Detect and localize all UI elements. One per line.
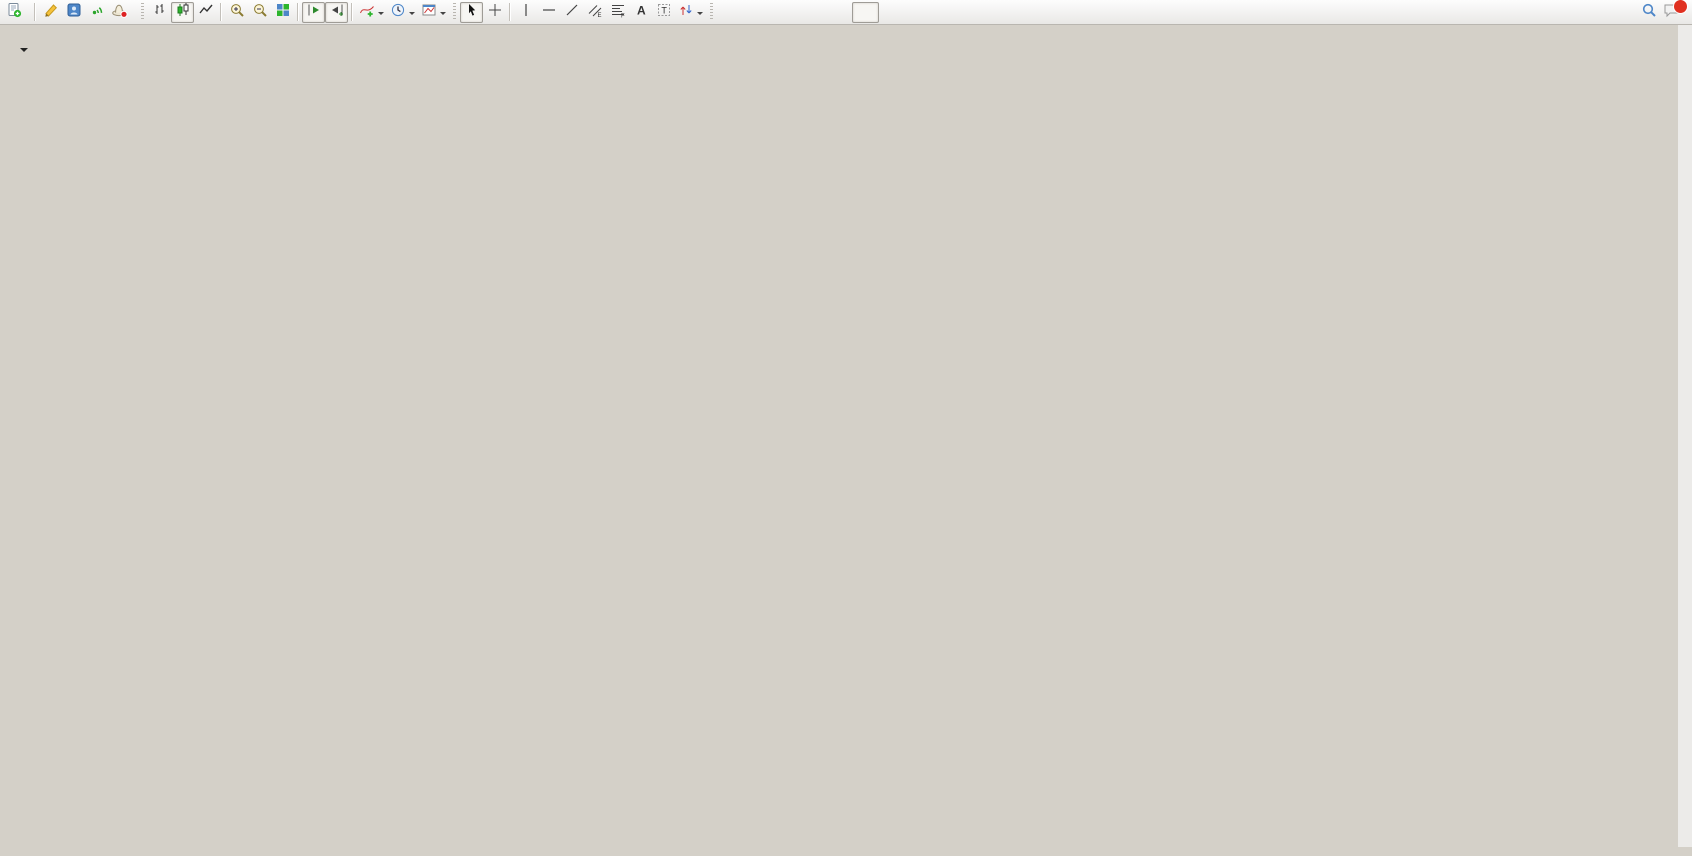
cursor-button[interactable]	[460, 1, 483, 23]
auto-scroll-button[interactable]	[302, 1, 325, 23]
window-bottom-edge	[0, 847, 1692, 856]
periods-clock-icon	[390, 2, 406, 23]
timeframe-m30[interactable]	[798, 2, 825, 23]
indicators-button[interactable]	[356, 2, 387, 23]
arrows-tool-button[interactable]	[675, 2, 706, 23]
text-button[interactable]: A	[629, 2, 652, 23]
chevron-down-icon	[697, 12, 703, 18]
toolbar-grip[interactable]	[453, 3, 456, 21]
window-left-edge	[0, 25, 8, 856]
zoom-out-icon	[252, 2, 268, 23]
svg-text:F: F	[621, 13, 625, 18]
arrows-tool-icon	[678, 2, 694, 23]
zoom-in-button[interactable]	[225, 2, 248, 23]
zoom-out-button[interactable]	[248, 2, 271, 23]
toolbar-separator	[351, 3, 353, 21]
chevron-down-icon	[440, 12, 446, 18]
timeframe-w1[interactable]	[906, 2, 933, 23]
templates-button[interactable]	[418, 2, 449, 23]
cursor-icon	[464, 2, 480, 23]
chart-ohlc-bar	[13, 30, 39, 58]
notification-badge	[1673, 0, 1688, 14]
channel-icon: E	[587, 2, 603, 23]
timeframe-d1[interactable]	[879, 2, 906, 23]
line-chart-icon	[198, 2, 214, 23]
chat-button[interactable]	[1660, 0, 1688, 23]
chart-shift-icon	[329, 2, 345, 23]
signals-button[interactable]	[85, 2, 108, 23]
periods-button[interactable]	[387, 2, 418, 23]
timeframe-m15[interactable]	[771, 2, 798, 23]
bar-chart-button[interactable]	[148, 2, 171, 23]
tile-windows-button[interactable]	[271, 2, 294, 23]
candlestick-chart-icon	[175, 2, 191, 23]
new-order-icon	[6, 2, 22, 23]
trendline-button[interactable]	[560, 2, 583, 23]
autotrading-hat-icon	[111, 2, 128, 23]
toolbar-separator	[34, 3, 36, 21]
svg-text:A: A	[637, 3, 646, 17]
crosshair-button[interactable]	[483, 2, 506, 23]
candlestick-chart-button[interactable]	[171, 1, 194, 23]
window-right-edge	[1678, 25, 1692, 856]
community-icon	[66, 2, 82, 23]
auto-scroll-icon	[306, 2, 322, 23]
search-icon	[1641, 2, 1657, 23]
text-label-icon: T	[656, 2, 672, 23]
toolbar-grip[interactable]	[141, 3, 144, 21]
one-click-trading-toggle-icon[interactable]	[19, 47, 28, 56]
vertical-line-button[interactable]	[514, 2, 537, 23]
vertical-line-icon	[518, 2, 534, 23]
text-label-button[interactable]: T	[652, 2, 675, 23]
metaeditor-crayon-icon	[43, 2, 59, 23]
channel-button[interactable]: E	[583, 2, 606, 23]
toolbar-separator	[220, 3, 222, 21]
fibonacci-icon: F	[610, 2, 626, 23]
text-icon: A	[633, 2, 649, 23]
crosshair-icon	[487, 2, 503, 23]
indicators-icon	[359, 2, 375, 23]
timeframe-h1[interactable]	[825, 2, 852, 23]
toolbar-separator	[509, 3, 511, 21]
search-button[interactable]	[1637, 2, 1660, 23]
timeframe-h4[interactable]	[852, 1, 879, 23]
timeframe-m5[interactable]	[744, 2, 771, 23]
new-order-button[interactable]	[3, 2, 31, 23]
chart-shift-button[interactable]	[325, 1, 348, 23]
bar-chart-icon	[152, 2, 168, 23]
toolbar-grip[interactable]	[710, 3, 713, 21]
line-chart-button[interactable]	[194, 2, 217, 23]
tile-windows-icon	[275, 2, 291, 23]
timeframe-mn[interactable]	[933, 2, 960, 23]
fibonacci-button[interactable]: F	[606, 2, 629, 23]
signals-icon	[89, 2, 105, 23]
chevron-down-icon	[409, 12, 415, 18]
zoom-in-icon	[229, 2, 245, 23]
horizontal-line-icon	[541, 2, 557, 23]
templates-icon	[421, 2, 437, 23]
timeframe-m1[interactable]	[717, 2, 744, 23]
chevron-down-icon	[378, 12, 384, 18]
trendline-icon	[564, 2, 580, 23]
svg-text:T: T	[661, 5, 667, 15]
autotrading-button[interactable]	[108, 2, 137, 23]
toolbar-separator	[297, 3, 299, 21]
svg-text:E: E	[597, 13, 601, 18]
metaeditor-button[interactable]	[39, 2, 62, 23]
horizontal-line-button[interactable]	[537, 2, 560, 23]
community-button[interactable]	[62, 2, 85, 23]
main-toolbar: E F A T	[0, 0, 1692, 25]
